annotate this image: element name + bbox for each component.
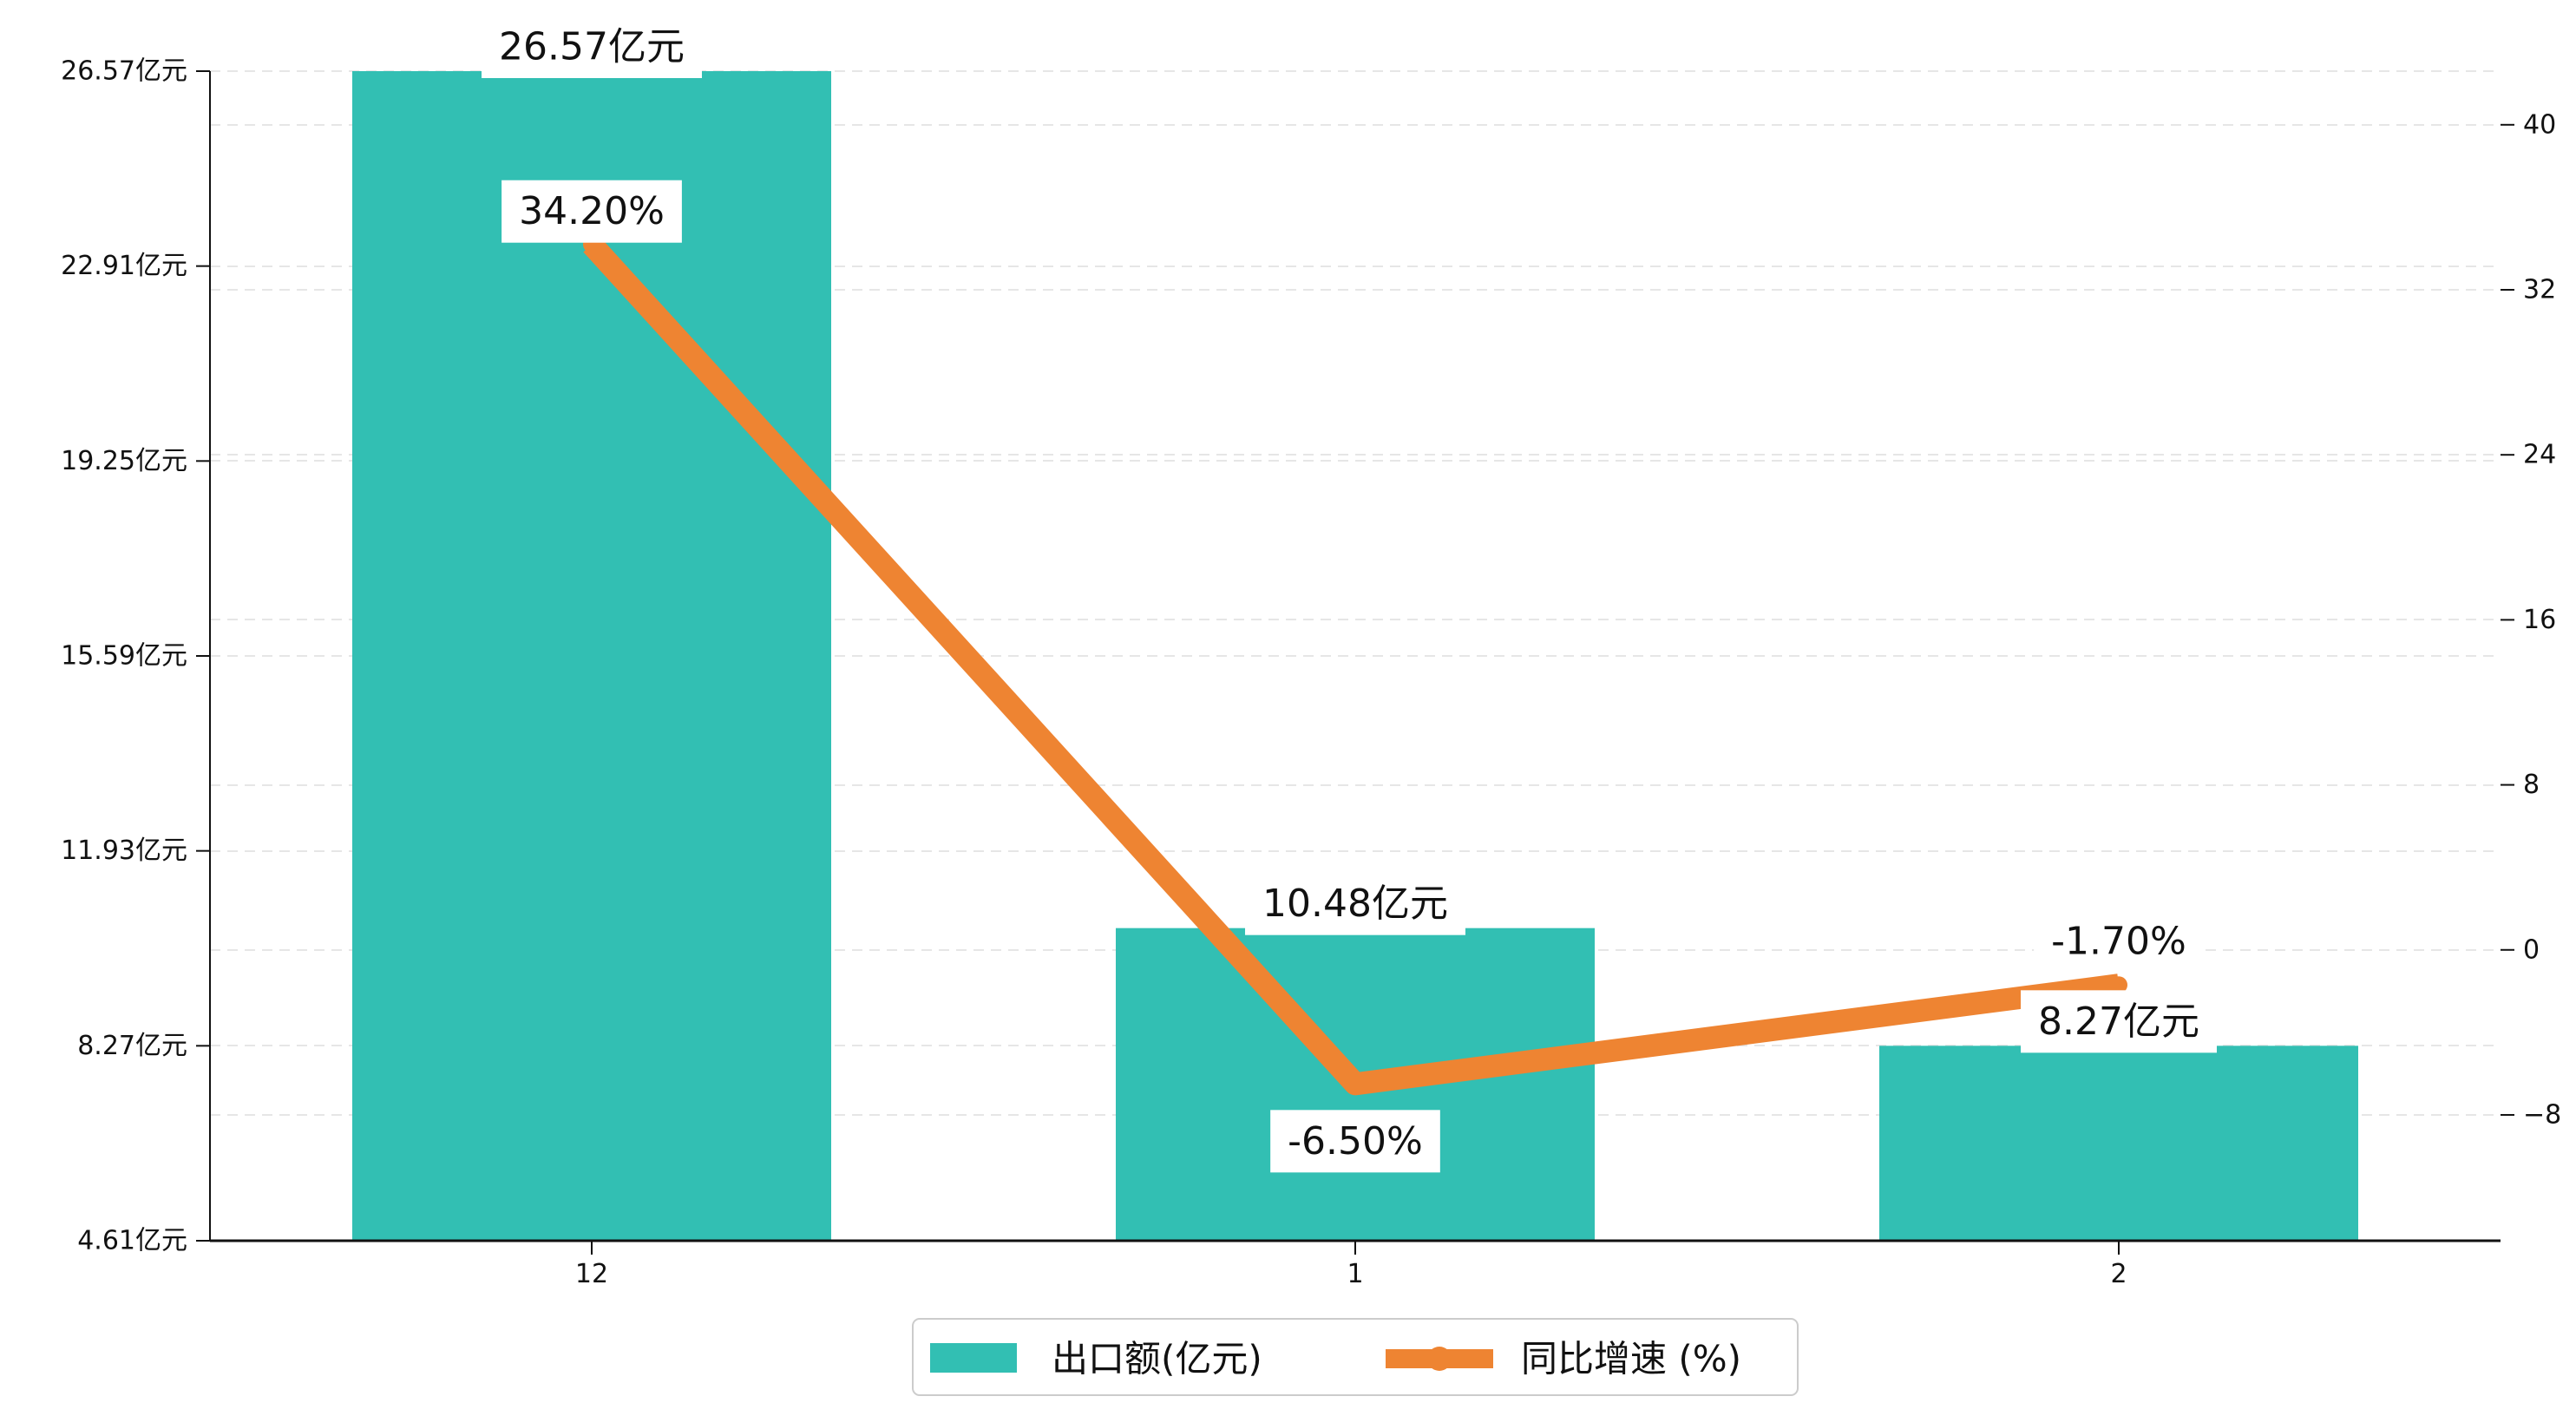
left-axis-tick-label: 15.59亿元	[61, 641, 187, 672]
right-axis-tick-label: 8	[2523, 770, 2540, 800]
right-axis-tick-label: 16	[2523, 605, 2556, 635]
data-labels: 26.57亿元 10.48亿元 8.27亿元 34.20% -6.50% -1.70%	[482, 16, 2217, 1173]
growth-value-label: 34.20%	[501, 180, 682, 243]
bar-value-label-box	[1245, 872, 1465, 935]
bar-value-label-text: 10.48亿元	[1262, 882, 1448, 926]
left-axis-tick-label: 11.93亿元	[61, 836, 187, 866]
right-axis-tick-label: 0	[2523, 934, 2540, 965]
growth-value-label-box	[2034, 910, 2204, 974]
growth-value-label: -6.50%	[1270, 1110, 1440, 1173]
bar-value-label: 26.57亿元	[482, 16, 702, 78]
growth-value-label-box	[501, 180, 682, 243]
bar-value-label: 8.27亿元	[2021, 990, 2217, 1053]
legend-line-label: 同比增速 (%)	[1521, 1338, 1741, 1380]
bar-value-label-text: 26.57亿元	[499, 25, 685, 69]
legend: 出口额(亿元) 同比增速 (%)	[912, 1318, 1799, 1396]
left-axis-tick-label: 22.91亿元	[61, 251, 187, 281]
bar-value-label-box	[2021, 990, 2217, 1053]
left-axis-tick-label: 19.25亿元	[61, 446, 187, 476]
bar-value-label: 10.48亿元	[1245, 872, 1465, 935]
axes: 4.61亿元 8.27亿元 11.93亿元 15.59亿元 19.25亿元 22.91亿元…	[61, 56, 2561, 1290]
growth-value-label-text: -1.70%	[2051, 920, 2186, 964]
x-axis-tick-label: 1	[1347, 1259, 1363, 1289]
bar-value-label-text: 8.27亿元	[2038, 1000, 2199, 1044]
legend-line-marker	[1427, 1347, 1452, 1371]
growth-line-point	[1347, 1075, 1364, 1093]
growth-value-label-box	[1270, 1110, 1440, 1173]
right-axis-tick-label: 40	[2523, 109, 2556, 140]
growth-value-label-text: 34.20%	[519, 189, 665, 233]
growth-value-label-text: -6.50%	[1288, 1119, 1423, 1164]
left-axis-tick-label: 26.57亿元	[61, 56, 187, 87]
legend-bar-label: 出口额(亿元)	[1052, 1338, 1262, 1380]
growth-value-label: -1.70%	[2034, 910, 2204, 974]
left-axis-tick-label: 8.27亿元	[77, 1031, 187, 1061]
x-axis-tick-label: 12	[575, 1259, 608, 1289]
legend-bar-swatch	[930, 1343, 1017, 1373]
right-axis-tick-label: 32	[2523, 275, 2556, 305]
legend-box	[912, 1318, 1799, 1396]
bar	[1879, 1046, 2358, 1241]
left-axis-tick-label: 4.61亿元	[77, 1226, 187, 1256]
right-axis-tick-label: 24	[2523, 440, 2556, 470]
right-axis-tick-label: −8	[2523, 1099, 2561, 1130]
x-axis-tick-label: 2	[2110, 1259, 2127, 1289]
bar	[352, 71, 831, 1241]
growth-line-point	[2110, 976, 2127, 994]
bar-value-label-box	[482, 16, 702, 78]
